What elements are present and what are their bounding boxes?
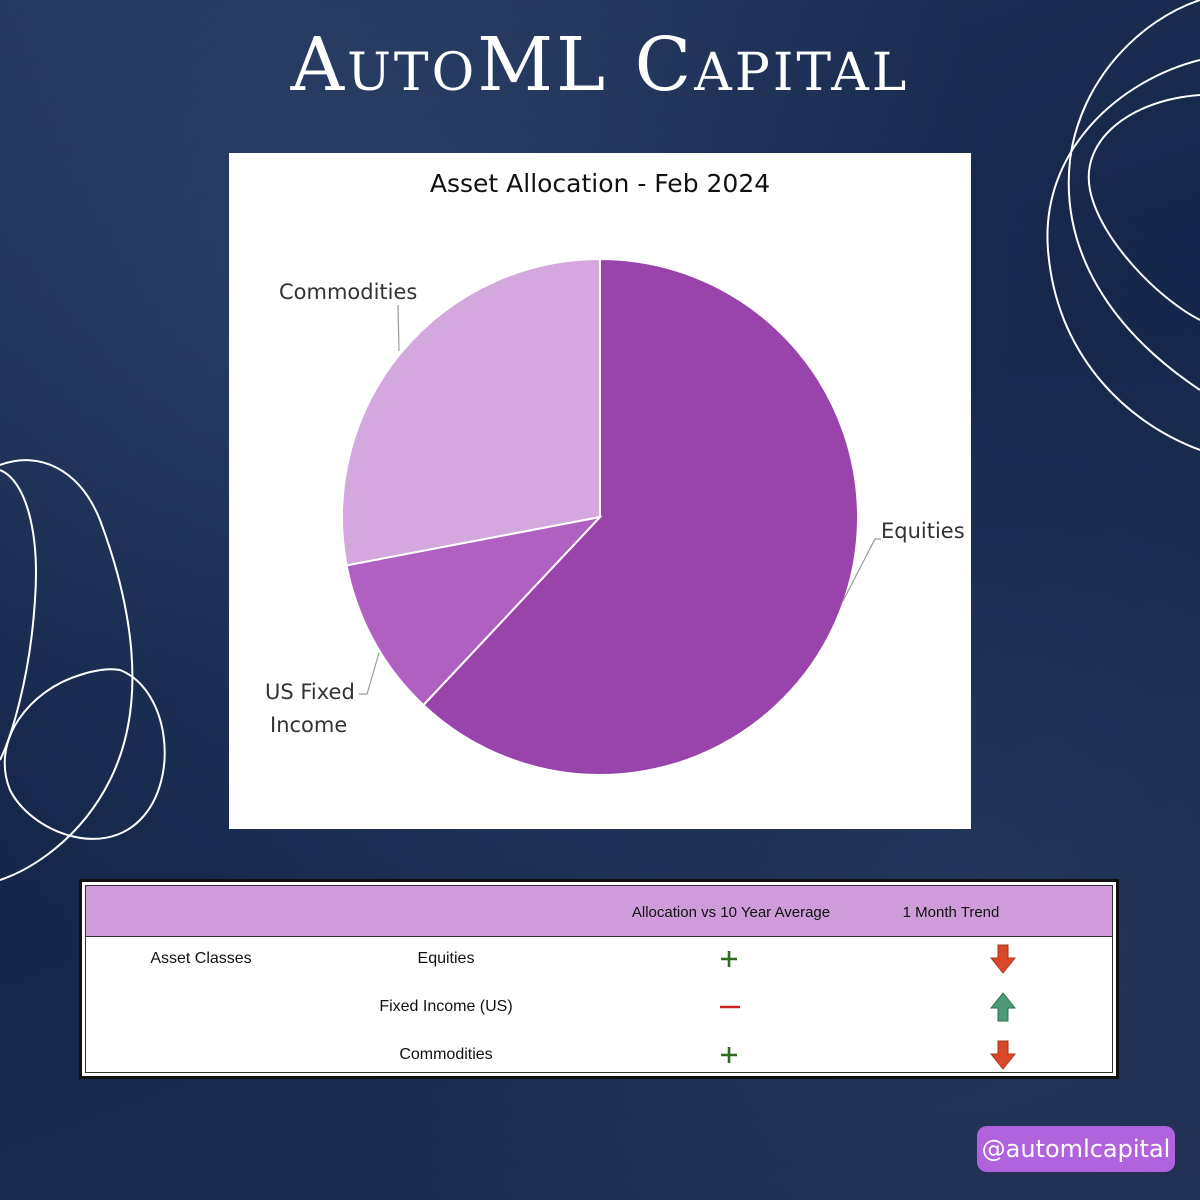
brand-title: AutoML Capital — [290, 22, 910, 108]
pie-chart: Equities US Fixed Income Commodities — [265, 257, 965, 776]
row-name-equities: Equities — [417, 950, 475, 967]
row-name-fixed-income: Fixed Income (US) — [379, 998, 513, 1015]
label-commodities: Commodities — [279, 280, 417, 304]
social-handle-badge[interactable]: @automlcapital — [977, 1126, 1175, 1172]
label-fixed-income-line2: Income — [270, 713, 347, 737]
trend-down-arrow-icon — [990, 1040, 1016, 1070]
allocation-table: Allocation vs 10 Year Average 1 Month Tr… — [79, 879, 1119, 1079]
minus-icon — [720, 1005, 740, 1009]
trend-up-arrow-icon — [990, 992, 1016, 1022]
slice-commodities — [341, 257, 601, 567]
chart-panel: Asset Allocation - Feb 2024 Equities US … — [229, 153, 971, 829]
leader-line-fixed-income — [359, 652, 380, 695]
slice-equities — [421, 257, 859, 776]
plus-icon — [721, 951, 737, 967]
header-trend: 1 Month Trend — [902, 904, 1000, 921]
label-equities: Equities — [881, 519, 965, 543]
label-fixed-income-line1: US Fixed — [265, 680, 355, 704]
slice-us-fixed-income — [345, 515, 603, 707]
header-allocation: Allocation vs 10 Year Average — [631, 904, 831, 921]
leader-line-equities — [842, 538, 881, 602]
chart-title: Asset Allocation - Feb 2024 — [429, 169, 771, 198]
table-header-row: Allocation vs 10 Year Average 1 Month Tr… — [86, 886, 1112, 937]
row-name-commodities: Commodities — [399, 1046, 493, 1063]
trend-down-arrow-icon — [990, 944, 1016, 974]
leader-line-commodities — [397, 304, 400, 352]
plus-icon — [721, 1047, 737, 1063]
table-inner: Allocation vs 10 Year Average 1 Month Tr… — [85, 885, 1113, 1073]
group-label-asset-classes: Asset Classes — [150, 950, 252, 967]
